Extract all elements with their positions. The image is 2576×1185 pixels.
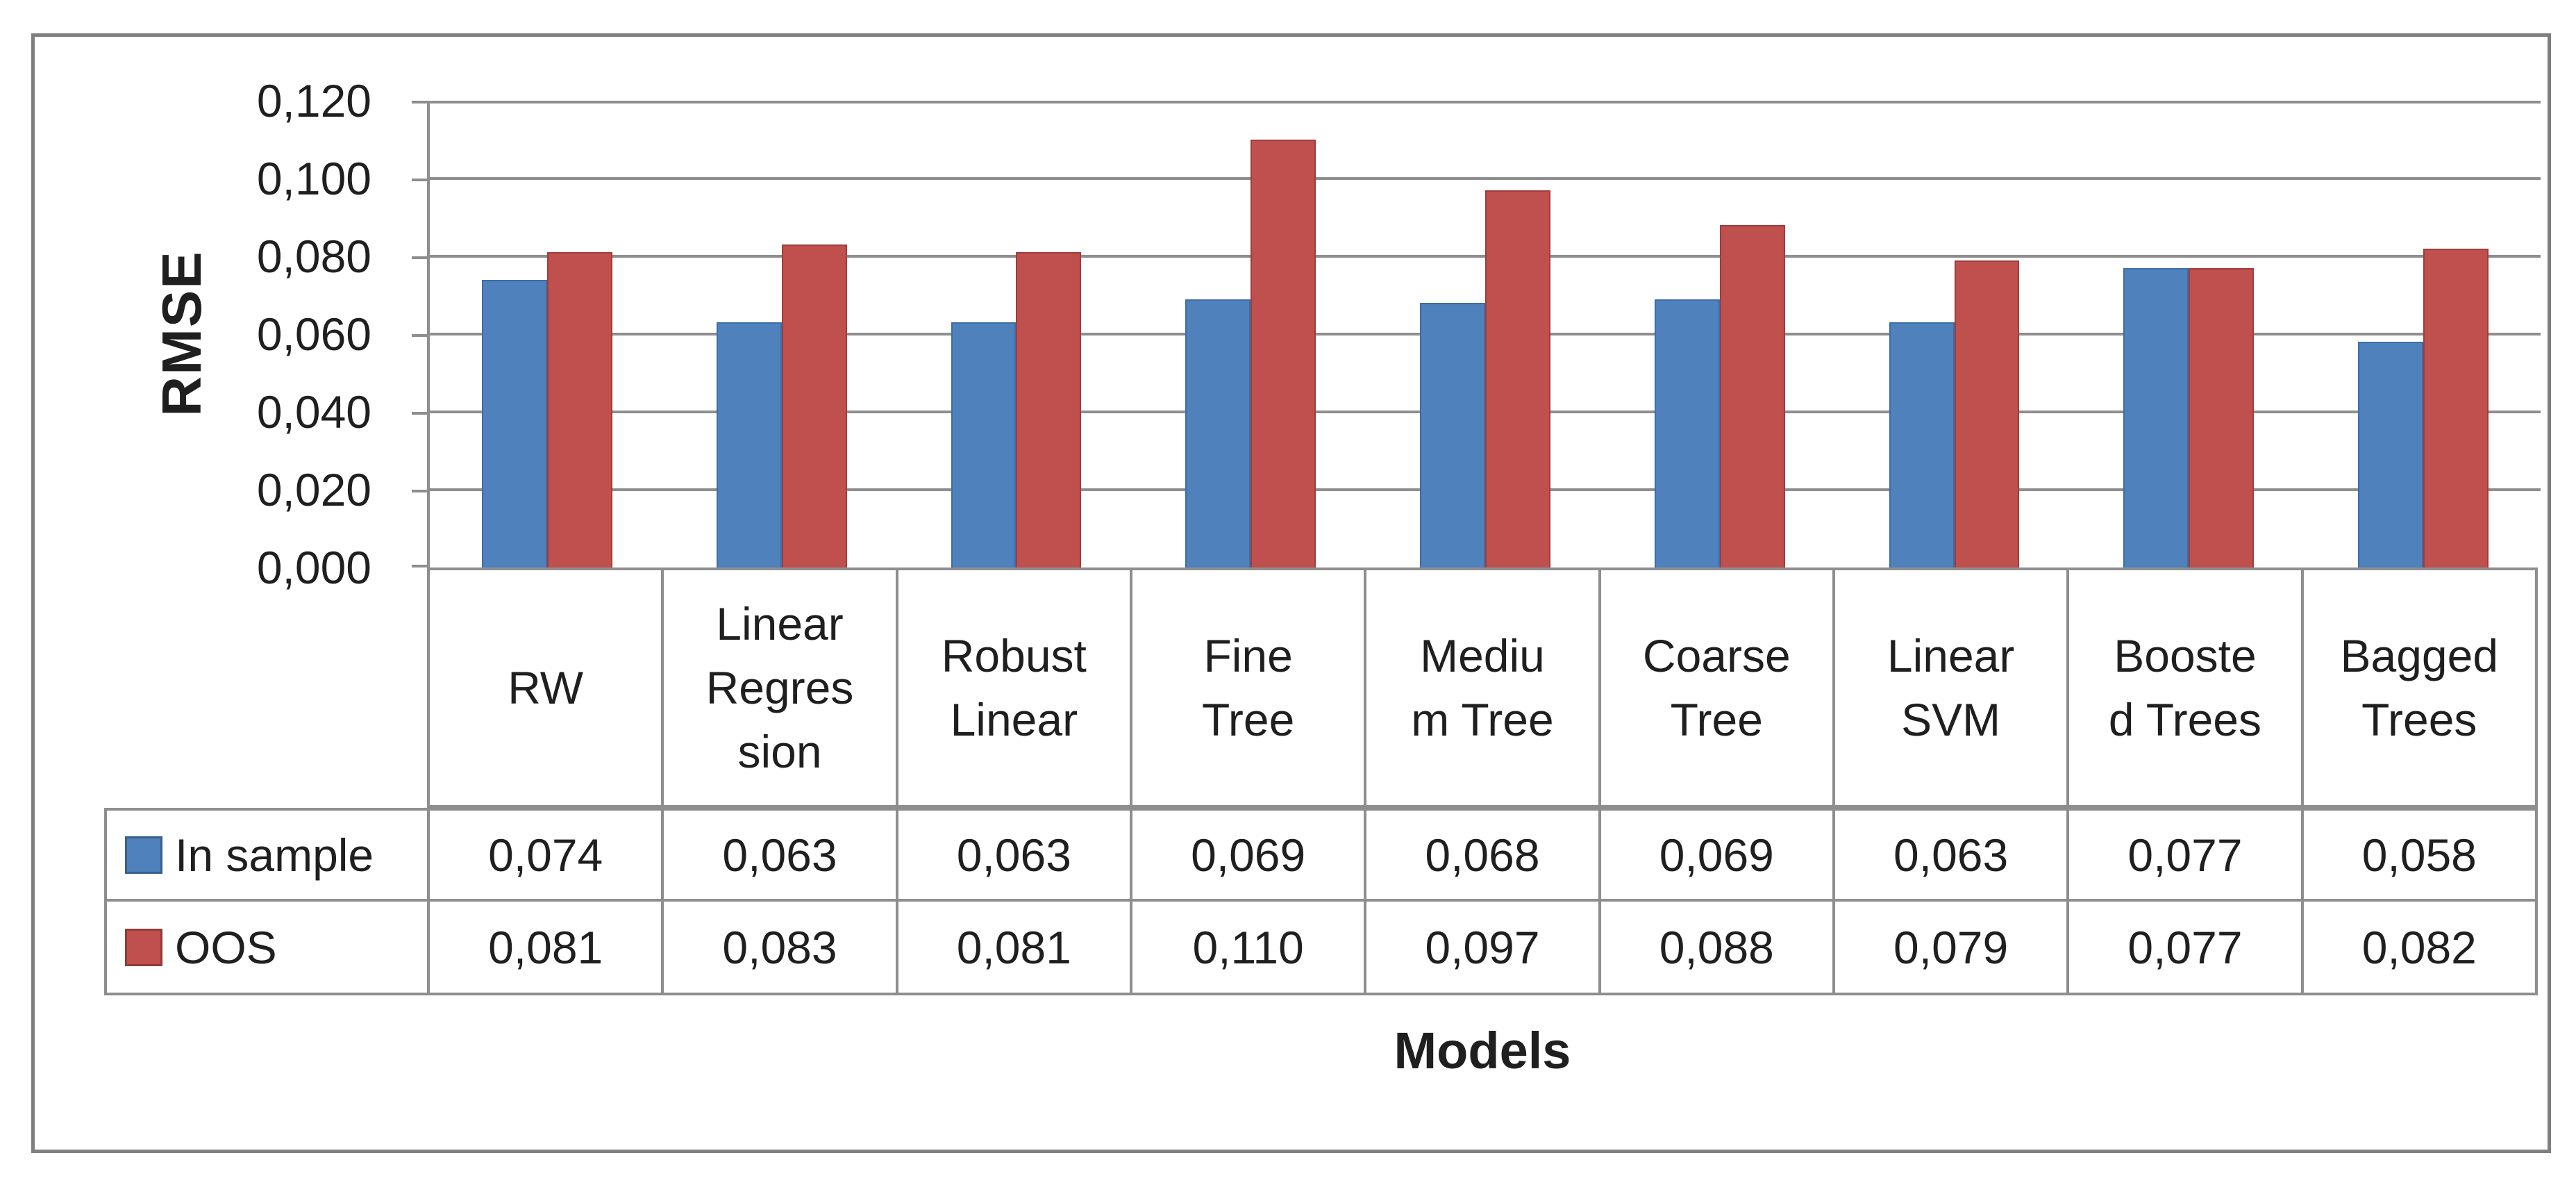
legend-key-oos [125, 928, 162, 966]
bar-oos [546, 252, 612, 567]
bar-series-container [430, 101, 2541, 567]
gridline [430, 255, 2541, 258]
table-header-cell: Mediu m Tree [1366, 570, 1601, 805]
bar-oos [1016, 252, 1082, 567]
category-boosted-trees [2071, 101, 2306, 567]
table-header-cell: Coarse Tree [1601, 570, 1835, 805]
value-cell: 0,058 [2361, 829, 2477, 881]
value-cell: 0,074 [430, 811, 664, 899]
legend-cell: In sample [107, 811, 430, 899]
y-tick-label: 0,020 [256, 464, 371, 515]
bar-in-sample [2358, 342, 2424, 567]
bar-in-sample [951, 322, 1017, 567]
value-cell: 0,081 [430, 902, 664, 993]
value-cell: 0,079 [1835, 902, 2070, 993]
table-row: OOS 0,081 0,083 0,081 0,110 0,097 0,088 0,079 0,… [104, 902, 2538, 995]
gridline [430, 177, 2541, 180]
value-cell: 0,077 [2069, 811, 2304, 899]
value-cell: 0,063 [1835, 811, 2070, 899]
y-tick-label: 0,060 [256, 308, 371, 360]
value-cell: 0,069 [1601, 811, 1835, 899]
category-robust-linear [899, 101, 1134, 567]
table-header-cell: Fine Tree [1132, 570, 1367, 805]
value-cell: 0,088 [1601, 902, 1835, 993]
category-linear-regression [664, 101, 899, 567]
y-tick-label: 0,100 [256, 153, 371, 204]
y-tick-label: 0,040 [256, 386, 371, 438]
bar-oos [2189, 267, 2255, 567]
bar-in-sample [1420, 303, 1486, 567]
bar-in-sample [1185, 299, 1251, 567]
category-rw [430, 101, 664, 567]
y-axis-tick-mark [412, 334, 430, 337]
bar-in-sample [482, 279, 547, 567]
value-cell: 0,063 [898, 811, 1132, 899]
value-cell: 0,082 [2361, 921, 2477, 973]
value-cell: 0,110 [1132, 902, 1367, 993]
table-header-cell: Robust Linear [898, 570, 1132, 805]
y-axis-tick-mark [412, 179, 430, 181]
bar-in-sample [1889, 322, 1955, 567]
value-cell: 0,068 [1366, 811, 1601, 899]
legend-label: In sample [175, 829, 374, 881]
y-axis-tick-mark [412, 412, 430, 415]
value-cell: 0,077 [2069, 902, 2304, 993]
legend-cell: OOS [107, 902, 430, 993]
category-linear-svm [1837, 101, 2072, 567]
value-cell: 0,081 [898, 902, 1132, 993]
bar-oos [2423, 248, 2489, 567]
table-header-cell: Linear Regres sion [664, 570, 898, 805]
table-header-cell: Booste d Trees [2069, 570, 2304, 805]
bar-in-sample [716, 322, 782, 567]
table-header-row: RW Linear Regres sion Robust Linear Fine Tr… [427, 567, 2538, 808]
y-axis-tick-mark [412, 101, 430, 103]
plot-area [412, 101, 2541, 567]
bar-in-sample [1654, 299, 1720, 567]
bar-oos [1251, 140, 1316, 567]
bar-in-sample [2123, 267, 2189, 567]
y-axis-tick-mark [412, 256, 430, 259]
category-medium-tree [1368, 101, 1603, 567]
category-bagged-trees [2306, 101, 2541, 567]
value-cell: 0,063 [664, 811, 898, 899]
bar-oos [1719, 225, 1785, 567]
category-coarse-tree [1603, 101, 1837, 567]
y-axis-tick-mark [412, 565, 430, 567]
table-header-cell: Bagged Trees [2340, 630, 2499, 745]
y-tick-label: 0,080 [256, 231, 371, 282]
value-cell: 0,083 [664, 902, 898, 993]
legend-label: OOS [175, 921, 277, 973]
table-header-cell: Linear SVM [1835, 570, 2070, 805]
y-tick-label: 0,000 [256, 542, 371, 593]
legend-key-in-sample [125, 836, 162, 874]
category-fine-tree [1133, 101, 1368, 567]
y-axis-tick-mark [412, 490, 430, 492]
table-row: In sample 0,074 0,063 0,063 0,069 0,068 0,069 0… [104, 808, 2538, 902]
bar-oos [1954, 260, 2020, 567]
y-tick-label: 0,120 [256, 75, 371, 126]
x-axis-title: Models [1394, 1022, 1571, 1079]
bar-oos [781, 245, 847, 567]
bar-oos [1485, 190, 1550, 567]
gridline [430, 101, 2541, 103]
table-header-cell: RW [430, 570, 664, 805]
value-cell: 0,097 [1366, 902, 1601, 993]
value-cell: 0,069 [1132, 811, 1367, 899]
